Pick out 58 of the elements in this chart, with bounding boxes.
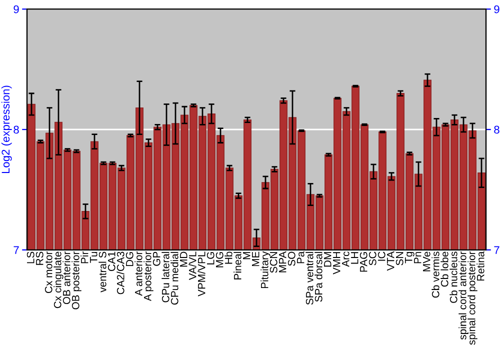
y2-tick-label: 8 bbox=[494, 126, 500, 134]
x-tick-label: Cb vermis bbox=[432, 252, 440, 298]
x-tick-label: A posterior bbox=[144, 251, 154, 302]
x-tick-label: SO bbox=[288, 252, 296, 266]
x-tick-label: Cx motor bbox=[44, 251, 52, 294]
x-tick-label: Pineal bbox=[234, 252, 242, 280]
x-tick-label: MPA bbox=[279, 251, 286, 272]
y-axis-title: Log2 (expression) bbox=[1, 86, 12, 174]
x-tick-label: ME bbox=[252, 252, 260, 266]
x-tick-label: LH bbox=[351, 252, 358, 264]
x-tick-label: Cb lobe bbox=[440, 252, 448, 287]
y-tick-label: 8 bbox=[14, 126, 19, 134]
y-tick-label: 7 bbox=[14, 246, 19, 254]
x-tick-label: A anterior bbox=[134, 251, 142, 296]
x-tick-label: ventral S bbox=[98, 252, 106, 292]
x-tick-label: OB posterior bbox=[72, 251, 82, 310]
x-tick-label: CPu medial bbox=[170, 252, 178, 305]
x-tick-label: GP bbox=[152, 252, 160, 266]
x-tick-label: SN bbox=[396, 252, 404, 266]
x-tick-label: Cx cingulate bbox=[54, 252, 64, 308]
x-tick-label: VTA bbox=[387, 251, 394, 271]
x-tick-label: Pa bbox=[297, 251, 304, 264]
x-tick-label: M bbox=[243, 252, 250, 260]
y-tick-label: 9 bbox=[14, 5, 19, 14]
x-tick-label: LS bbox=[26, 252, 34, 264]
x-tick-label: MD bbox=[180, 252, 188, 267]
x-tick-label: Tu bbox=[90, 252, 98, 263]
x-tick-label: OB anterior bbox=[62, 251, 70, 304]
x-tick-label: Pituitary bbox=[260, 251, 270, 288]
x-tick-label: DM bbox=[324, 252, 332, 267]
x-tick-label: LG bbox=[206, 252, 214, 264]
x-tick-label: MVe bbox=[423, 252, 430, 272]
x-tick-label: SPa dorsal bbox=[314, 252, 322, 302]
x-tick-label: SPa ventral bbox=[306, 252, 314, 305]
x-tick-label: CA2/CA3 bbox=[116, 252, 124, 294]
x-tick-label: spinal cord posterior bbox=[468, 251, 478, 345]
x-tick-label: SC bbox=[368, 252, 376, 266]
x-tick-label: Arc bbox=[342, 252, 350, 267]
y2-tick-label: 9 bbox=[494, 5, 500, 14]
x-tick-label: VPM/VPL bbox=[198, 252, 206, 296]
x-tick-label: Cb nucleus bbox=[450, 252, 458, 303]
x-tick-label: Hb bbox=[224, 252, 232, 264]
x-tick-label: Retina bbox=[476, 251, 484, 281]
x-tick-label: Tg bbox=[405, 252, 414, 264]
x-tick-label: CA1 bbox=[108, 252, 116, 272]
x-tick-label: PAG bbox=[360, 252, 368, 272]
x-tick-label: IC bbox=[378, 252, 386, 261]
x-tick-label: DG bbox=[126, 252, 134, 266]
x-tick-label: Pn bbox=[414, 252, 422, 264]
x-tick-label: VA/VL bbox=[188, 252, 196, 280]
x-tick-label: MG bbox=[216, 252, 224, 268]
x-tick-label: RS bbox=[36, 252, 44, 265]
x-tick-label: SCN bbox=[270, 252, 278, 273]
x-tick-label: CPu lateral bbox=[162, 252, 170, 302]
y2-tick-label: 7 bbox=[494, 246, 500, 254]
x-tick-label: Pir bbox=[80, 251, 88, 264]
x-tick-label: spinal cord anterior bbox=[458, 251, 468, 340]
x-tick-label: VMH bbox=[333, 252, 340, 274]
